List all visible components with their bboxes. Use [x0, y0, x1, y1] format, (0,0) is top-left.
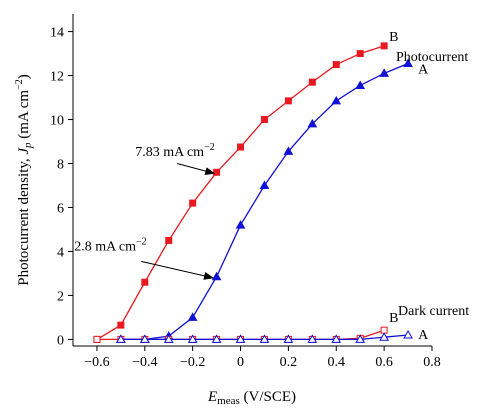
x-tick-label: 0.4: [328, 355, 346, 370]
data-point: [331, 95, 342, 105]
data-point: [403, 329, 413, 339]
data-point: [165, 236, 173, 244]
y-tick: 0: [57, 333, 73, 348]
data-point: [211, 334, 222, 343]
y-tick-label: 4: [57, 245, 64, 260]
data-point: [332, 61, 340, 69]
x-tick: 0.8: [423, 346, 441, 370]
data-point: [116, 334, 126, 343]
data-point: [163, 334, 174, 343]
data-point: [403, 58, 413, 67]
data-point: [380, 42, 388, 50]
series-photocurrent-a: A: [116, 58, 429, 343]
data-point: [355, 80, 366, 89]
data-point: [235, 220, 246, 229]
data-point: [187, 312, 198, 321]
annotation-layer: 7.83 mA cm−2 2.8 mA cm−2: [74, 142, 216, 280]
annotation-label: 2.8 mA cm−2: [74, 236, 146, 254]
y-tick: 12: [50, 70, 73, 85]
data-point: [260, 116, 268, 124]
data-point: [117, 321, 125, 329]
series-photocurrent-b: B: [93, 30, 398, 343]
data-point: [237, 143, 245, 151]
x-tick: 0.6: [375, 346, 393, 370]
data-point: [211, 271, 222, 281]
data-point: [235, 334, 246, 343]
y-ticks: 0 2 4 6 8 10 12 14: [50, 26, 73, 348]
x-ticks: −0.6 −0.4 −0.2 0 0.2 0.4 0.6 0.8: [84, 346, 441, 370]
series-layer: B A B A: [93, 30, 429, 343]
annotation: 2.8 mA cm−2: [74, 236, 214, 280]
x-tick-label: −0.6: [84, 355, 109, 370]
y-tick-label: 2: [57, 289, 64, 304]
y-tick-label: 14: [50, 26, 64, 41]
data-point: [284, 97, 292, 105]
data-point: [331, 334, 342, 343]
x-axis-label: Emeas (V/SCE): [207, 389, 296, 407]
data-point: [187, 334, 198, 343]
data-point: [307, 118, 318, 128]
series-label-photocurrent-a: A: [418, 62, 429, 77]
x-tick-label: −0.4: [132, 355, 157, 370]
annotation: 7.83 mA cm−2: [135, 142, 216, 175]
y-tick-label: 6: [57, 201, 64, 216]
data-point: [259, 334, 270, 343]
series-dark-current-a: A: [116, 328, 429, 343]
x-tick: 0.2: [280, 346, 298, 370]
data-point: [139, 334, 150, 343]
x-tick: 0.4: [328, 346, 346, 370]
data-point: [379, 68, 389, 77]
y-tick-label: 8: [57, 158, 64, 173]
y-tick: 2: [57, 289, 73, 304]
y-tick: 4: [57, 245, 73, 260]
series-label-dark-current-b: B: [389, 311, 398, 326]
data-point: [355, 334, 366, 343]
x-tick: −0.6: [84, 346, 110, 370]
data-point: [213, 168, 221, 176]
x-tick: 0: [237, 346, 244, 370]
data-point: [93, 335, 101, 343]
x-tick: −0.4: [132, 346, 158, 370]
photocurrent-label: Photocurrent: [396, 50, 468, 65]
data-point: [141, 278, 149, 286]
y-tick-label: 12: [50, 70, 64, 85]
annotation-label: 7.83 mA cm−2: [135, 142, 214, 160]
x-tick-label: −0.2: [180, 355, 205, 370]
data-point: [379, 332, 389, 341]
data-point: [308, 78, 316, 86]
series-dark-current-b: B: [93, 311, 398, 343]
data-point: [356, 50, 364, 58]
data-point: [283, 146, 294, 155]
series-line: [96, 45, 385, 340]
series-line: [120, 62, 409, 341]
data-point: [307, 334, 318, 343]
x-tick-label: 0.6: [375, 355, 393, 370]
y-tick-label: 10: [50, 114, 64, 129]
dark-current-label: Dark current: [398, 304, 469, 319]
series-label-photocurrent-b: B: [389, 30, 398, 45]
annotation-arrow: [176, 163, 216, 175]
y-axis-label: Photocurrent density, Jp (mA cm−2): [14, 74, 34, 285]
y-tick-label: 0: [57, 333, 64, 348]
data-point: [283, 334, 294, 343]
y-tick: 14: [50, 26, 73, 41]
y-tick: 6: [57, 201, 73, 216]
data-point: [189, 199, 197, 207]
y-tick: 10: [50, 114, 73, 129]
y-tick: 8: [57, 158, 73, 173]
x-tick-label: 0: [237, 355, 244, 370]
x-tick: −0.2: [180, 346, 205, 370]
plot-frame: [72, 14, 432, 347]
data-point: [259, 180, 270, 189]
x-tick-label: 0.8: [423, 355, 441, 370]
series-label-dark-current-a: A: [418, 328, 429, 343]
annotation-arrow: [141, 260, 214, 280]
x-tick-label: 0.2: [280, 355, 298, 370]
